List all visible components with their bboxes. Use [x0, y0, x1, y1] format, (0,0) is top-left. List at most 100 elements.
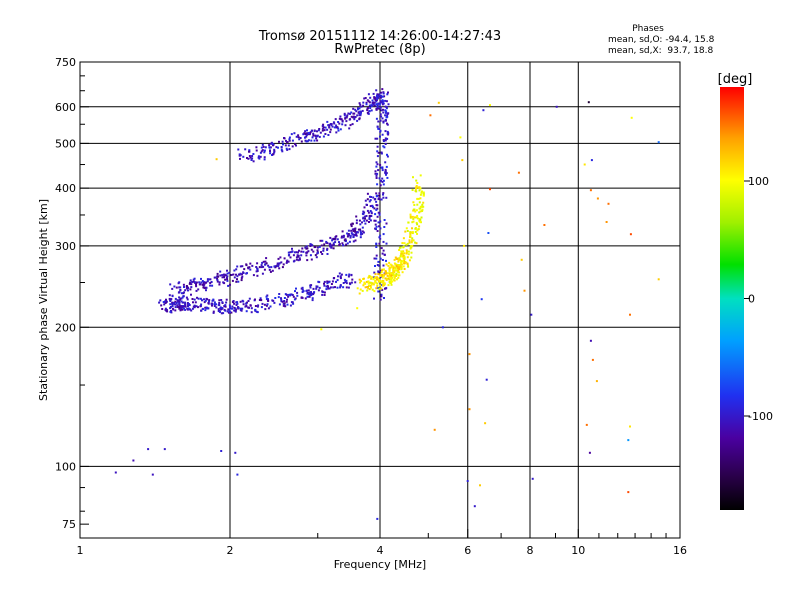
- data-point: [151, 473, 154, 476]
- data-point: [214, 276, 217, 279]
- data-point: [269, 150, 271, 153]
- data-point: [393, 262, 396, 265]
- data-point: [184, 304, 187, 307]
- data-point: [374, 223, 377, 226]
- data-point: [224, 305, 227, 308]
- data-point: [318, 286, 321, 289]
- data-point: [212, 310, 215, 313]
- data-point: [399, 258, 402, 261]
- data-point: [301, 291, 304, 293]
- data-point: [422, 194, 425, 197]
- data-point: [377, 211, 380, 214]
- data-point: [328, 243, 331, 246]
- grid-lines: [80, 62, 680, 538]
- data-point: [325, 285, 328, 288]
- data-point: [386, 132, 389, 135]
- data-point: [389, 263, 392, 266]
- data-point: [226, 310, 229, 313]
- data-point: [416, 217, 419, 220]
- data-point: [393, 275, 396, 278]
- data-point: [373, 207, 376, 210]
- data-point: [278, 303, 281, 306]
- data-point: [386, 112, 389, 115]
- data-point: [359, 236, 362, 239]
- data-point: [240, 279, 243, 282]
- data-point: [369, 219, 372, 222]
- data-point: [336, 279, 339, 282]
- data-point: [401, 271, 404, 274]
- data-point: [291, 301, 294, 304]
- data-point: [369, 195, 371, 198]
- data-point: [229, 283, 231, 286]
- data-point: [255, 310, 258, 313]
- data-point: [421, 205, 424, 208]
- data-point: [172, 302, 175, 305]
- data-point: [299, 258, 301, 261]
- data-point: [287, 251, 290, 254]
- data-point: [381, 103, 384, 106]
- data-point: [409, 245, 412, 247]
- data-point: [307, 289, 310, 292]
- data-point: [387, 103, 390, 106]
- data-point: [366, 111, 369, 114]
- data-point: [312, 287, 315, 290]
- data-point: [418, 189, 421, 192]
- data-point: [226, 269, 228, 272]
- data-point: [264, 308, 267, 311]
- data-point: [203, 286, 206, 289]
- data-point: [207, 278, 210, 281]
- data-point: [366, 209, 369, 212]
- data-point: [377, 287, 380, 290]
- data-point: [367, 93, 370, 96]
- data-point: [355, 219, 358, 222]
- data-point: [280, 298, 283, 301]
- data-point: [392, 266, 395, 269]
- data-point: [336, 238, 339, 241]
- data-point: [365, 215, 368, 217]
- data-point: [384, 109, 387, 112]
- data-point: [368, 104, 371, 107]
- data-point: [345, 273, 348, 276]
- data-point: [328, 287, 331, 290]
- data-point: [369, 284, 372, 287]
- data-point: [378, 278, 381, 281]
- data-point: [327, 124, 330, 127]
- data-point: [359, 288, 362, 291]
- data-point: [277, 257, 280, 260]
- data-point: [304, 297, 307, 300]
- data-point: [250, 307, 253, 310]
- data-point: [273, 150, 276, 153]
- data-point: [207, 307, 210, 310]
- data-point: [289, 256, 292, 259]
- data-point: [367, 286, 369, 289]
- data-point: [283, 257, 286, 260]
- data-point: [588, 451, 591, 454]
- data-point: [306, 259, 309, 262]
- data-point: [222, 312, 225, 315]
- data-point: [397, 276, 400, 279]
- data-point: [305, 247, 308, 250]
- data-point: [411, 227, 413, 230]
- data-point: [359, 112, 362, 115]
- data-point: [382, 140, 385, 142]
- data-point: [283, 297, 286, 299]
- data-point: [415, 209, 418, 212]
- data-point: [356, 287, 359, 290]
- data-point: [383, 297, 385, 299]
- data-point: [281, 150, 284, 153]
- data-point: [340, 273, 343, 276]
- data-point: [316, 251, 319, 254]
- data-point: [420, 191, 423, 194]
- data-point: [375, 117, 378, 120]
- data-point: [376, 93, 379, 96]
- data-point: [375, 97, 378, 100]
- data-point: [195, 281, 198, 284]
- data-point: [216, 277, 219, 280]
- data-point: [344, 117, 347, 120]
- data-point: [197, 288, 200, 291]
- data-point: [241, 273, 243, 276]
- data-point: [378, 287, 381, 290]
- data-point: [365, 103, 368, 106]
- data-point: [422, 205, 425, 208]
- data-point: [190, 309, 193, 312]
